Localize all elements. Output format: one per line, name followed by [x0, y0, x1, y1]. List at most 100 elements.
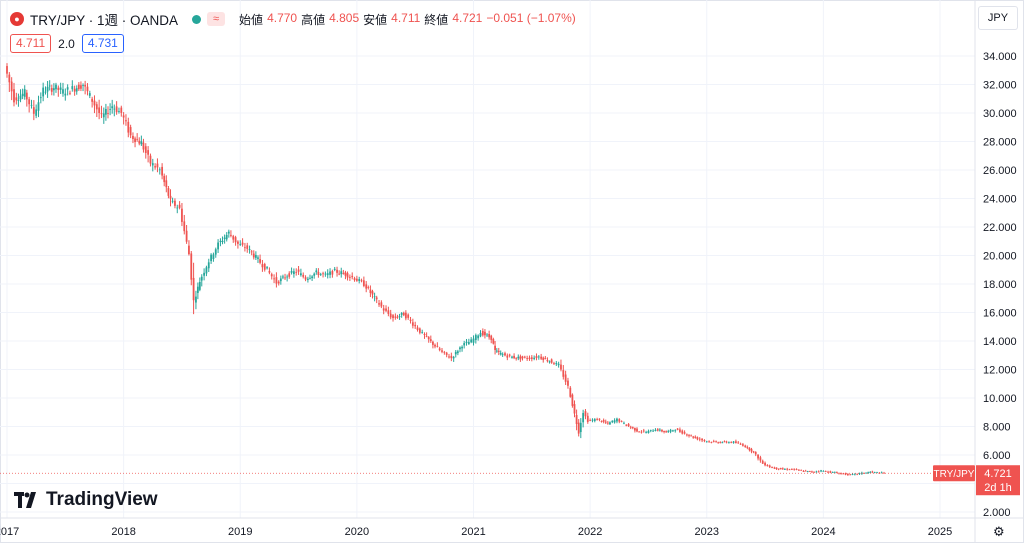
candle-body	[656, 429, 659, 431]
bid-button[interactable]: 4.711	[10, 34, 52, 53]
candle-body	[385, 308, 387, 311]
candle-body	[542, 357, 545, 361]
candle-body	[667, 431, 670, 432]
candle-body	[95, 104, 98, 110]
candle-body	[692, 436, 695, 438]
candle-body	[445, 352, 448, 355]
candle-body	[831, 472, 834, 473]
candle-body	[569, 387, 572, 397]
candle-body	[638, 431, 641, 433]
candle-body	[645, 432, 648, 434]
candle-body	[178, 204, 181, 208]
candle-body	[136, 138, 139, 140]
candle-body	[511, 356, 513, 358]
candle-body	[775, 467, 778, 469]
candle-body	[683, 432, 686, 434]
candle-body	[319, 274, 322, 275]
candle-body	[750, 449, 753, 452]
candle-body	[73, 88, 76, 92]
flag-icon: ●	[10, 12, 24, 26]
currency-selector[interactable]: JPY	[978, 6, 1018, 30]
candle-body	[169, 195, 172, 199]
candle-body	[306, 278, 309, 280]
candle-body	[698, 438, 701, 440]
candle-body	[277, 281, 280, 284]
candle-body	[421, 332, 424, 333]
candle-body	[676, 428, 679, 430]
candle-body	[93, 100, 96, 106]
candle-body	[297, 269, 300, 272]
candle-body	[436, 345, 439, 347]
candle-body	[465, 341, 468, 343]
candle-body	[107, 113, 109, 114]
candle-body	[205, 267, 208, 274]
candle-body	[237, 241, 239, 244]
candle-body	[192, 277, 195, 301]
candle-body	[234, 237, 237, 243]
wave-icon[interactable]: ≈	[207, 12, 226, 26]
candle-body	[537, 356, 540, 358]
candle-body	[389, 313, 392, 318]
candle-body	[217, 242, 219, 250]
candle-body	[35, 109, 38, 116]
candle-body	[104, 108, 107, 115]
candle-body	[161, 166, 164, 176]
candle-body	[129, 127, 132, 136]
candle-body	[214, 249, 217, 255]
candle-body	[523, 356, 526, 358]
candle-body	[752, 451, 755, 453]
candle-body	[98, 107, 101, 114]
candle-body	[338, 273, 341, 275]
candle-body	[786, 468, 789, 470]
candle-body	[654, 429, 657, 431]
candle-body	[227, 231, 230, 234]
candle-body	[380, 302, 383, 307]
candle-body	[263, 263, 266, 270]
candle-body	[863, 472, 865, 474]
candle-body	[652, 430, 655, 432]
x-tick-label: 2020	[345, 526, 369, 538]
candle-body	[562, 370, 565, 377]
candle-body	[230, 234, 232, 236]
low-label: 安値	[363, 12, 388, 27]
candle-body	[754, 451, 757, 455]
x-tick-label: 2023	[695, 526, 719, 538]
candle-body	[730, 442, 733, 443]
candle-body	[783, 469, 786, 470]
candle-body	[788, 469, 791, 471]
candle-body	[268, 271, 271, 273]
symbol-title[interactable]: TRY/JPY · 1週 · OANDA	[30, 13, 179, 28]
candle-body	[71, 86, 74, 90]
ask-button[interactable]: 4.731	[81, 34, 124, 53]
candle-body	[80, 85, 82, 89]
candle-body	[705, 441, 708, 443]
candle-body	[315, 270, 318, 273]
candle-body	[39, 97, 42, 99]
candle-body	[739, 443, 742, 445]
y-tick-label: 32.000	[983, 80, 1017, 92]
candle-body	[759, 457, 762, 461]
candle-body	[781, 468, 784, 470]
y-tick-label: 12.000	[983, 365, 1017, 377]
candle-body	[849, 474, 852, 476]
low-value: 4.711	[391, 10, 421, 25]
candle-body	[185, 230, 188, 242]
candle-body	[499, 352, 502, 355]
candle-body	[88, 93, 91, 96]
candle-body	[486, 334, 488, 336]
candle-body	[579, 422, 582, 433]
candle-body	[279, 278, 282, 282]
candle-body	[631, 427, 634, 429]
candle-body	[188, 245, 190, 255]
candle-body	[203, 272, 205, 276]
candle-body	[181, 208, 183, 222]
candle-body	[515, 357, 518, 359]
candle-body	[302, 274, 305, 277]
candle-body	[721, 442, 724, 444]
candle-body	[10, 81, 13, 92]
candle-body	[593, 419, 596, 421]
candle-body	[416, 327, 419, 330]
candle-body	[560, 364, 562, 370]
settings-gear-icon[interactable]: ⚙	[993, 524, 1005, 539]
